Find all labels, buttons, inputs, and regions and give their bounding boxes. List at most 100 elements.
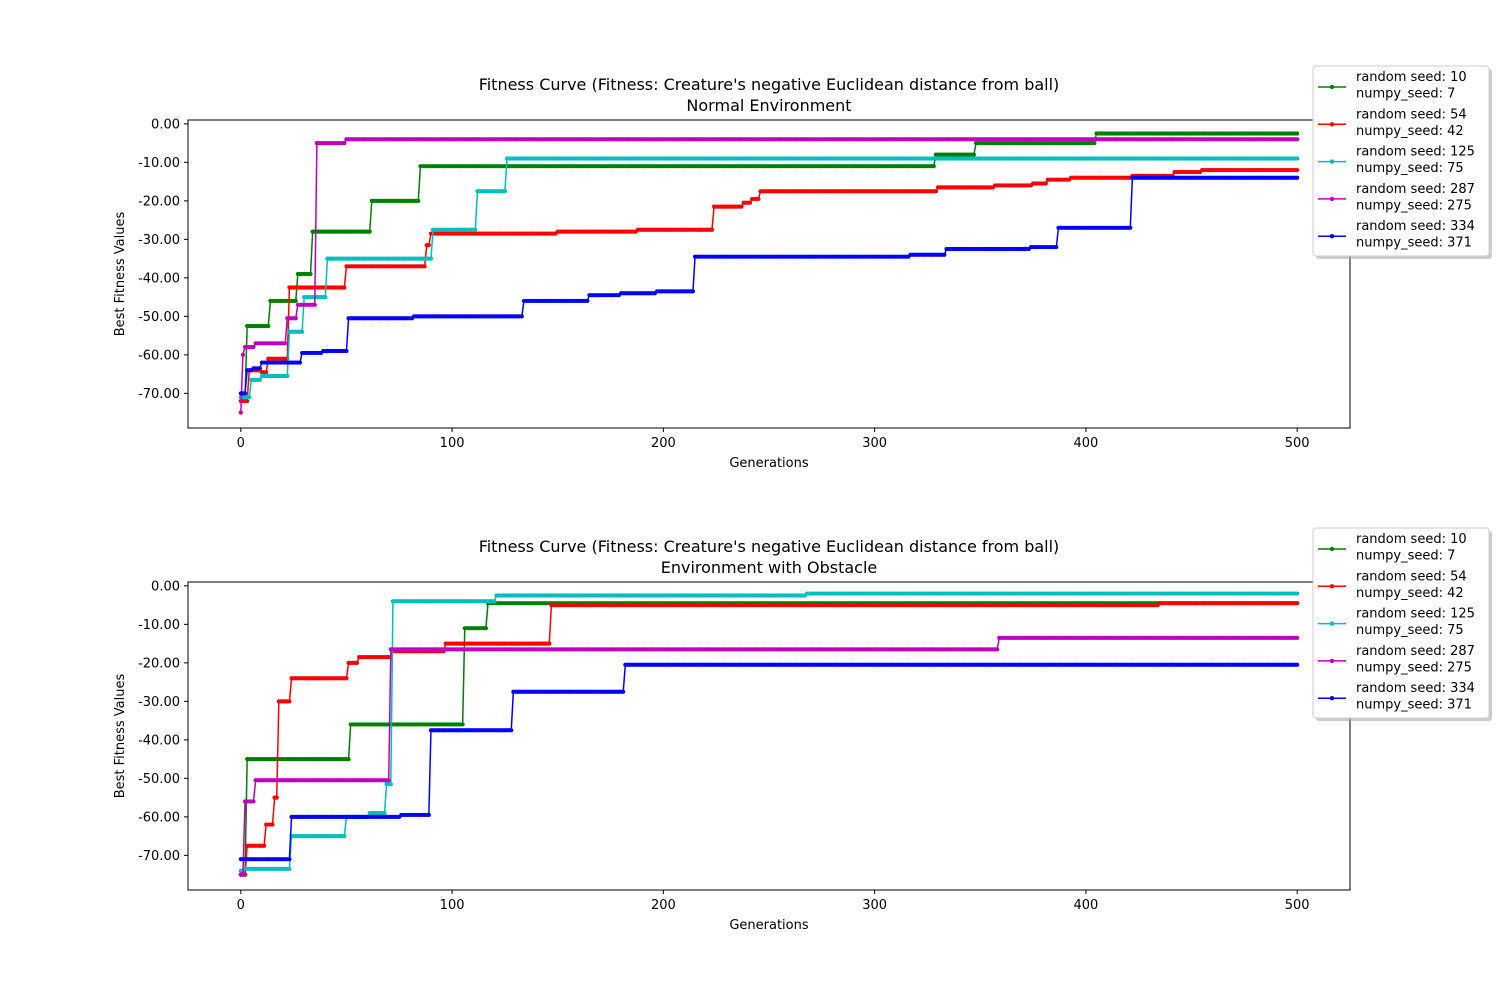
data-point [293, 316, 298, 321]
data-point [257, 377, 262, 382]
legend-marker [1329, 84, 1335, 90]
data-point [251, 799, 256, 804]
data-point [1295, 591, 1300, 596]
series-markers-4 [238, 175, 1300, 396]
data-point [285, 373, 290, 379]
data-point [342, 834, 347, 839]
data-point [1295, 137, 1300, 142]
chart-normal-environment: Fitness Curve (Fitness: Creature's negat… [113, 65, 1492, 471]
data-point [1295, 156, 1300, 161]
series-markers-1 [238, 601, 1300, 877]
data-point [1295, 167, 1300, 173]
data-point [297, 360, 303, 365]
data-point [1054, 244, 1059, 250]
plot-area [238, 131, 1300, 415]
data-point [747, 200, 753, 205]
x-tick-label: 0 [237, 436, 245, 451]
y-tick-label: -60.00 [138, 348, 180, 363]
legend-item: random seed: 10 numpy_seed: 7 [1318, 70, 1467, 102]
data-point [308, 271, 313, 277]
data-point [942, 252, 947, 257]
data-point [1128, 225, 1133, 230]
legend-label: random seed: 54 numpy_seed: 42 [1356, 107, 1467, 139]
series-markers-2 [238, 591, 1300, 873]
data-point [621, 689, 626, 694]
data-point [264, 370, 269, 375]
y-tick-label: -40.00 [138, 271, 180, 286]
y-tick-label: -10.00 [138, 156, 180, 171]
series-line-2 [240, 592, 1298, 872]
x-tick-label: 100 [440, 436, 465, 451]
legend-item: random seed: 54 numpy_seed: 42 [1318, 107, 1467, 139]
data-point [1295, 131, 1300, 136]
data-point [1295, 601, 1300, 606]
data-point [354, 660, 360, 665]
data-point [509, 728, 514, 733]
data-point [756, 196, 761, 202]
series-markers-3 [238, 635, 1300, 877]
data-point [1295, 175, 1300, 180]
series-markers-2 [238, 156, 1300, 400]
data-point [386, 778, 391, 783]
data-point [739, 204, 744, 209]
legend-marker [1329, 196, 1335, 202]
data-point [238, 410, 243, 415]
data-point [344, 348, 349, 354]
data-point [274, 795, 279, 800]
legend-label: random seed: 125 numpy_seed: 75 [1356, 145, 1475, 177]
data-point [242, 391, 248, 396]
series-markers-0 [238, 131, 1300, 400]
chart-title: Fitness Curve (Fitness: Creature's negat… [479, 537, 1060, 556]
x-tick-label: 300 [862, 436, 887, 451]
data-point [995, 647, 1000, 652]
x-axis-label: Generations [729, 456, 809, 471]
data-point [492, 599, 497, 604]
data-point [245, 398, 250, 404]
data-point [342, 285, 347, 290]
series-line-1 [240, 602, 1298, 876]
data-point [240, 352, 246, 357]
data-point [388, 782, 393, 787]
data-point [251, 345, 256, 350]
data-point [287, 699, 292, 704]
data-point [247, 395, 252, 400]
data-point [519, 314, 524, 319]
data-point [1092, 141, 1097, 146]
data-point [299, 329, 305, 334]
series-line-1 [240, 169, 1298, 402]
data-point [460, 722, 465, 727]
series-markers-0 [238, 601, 1300, 877]
data-point [344, 676, 349, 681]
series-line-0 [240, 602, 1298, 876]
chart-subtitle: Environment with Obstacle [661, 558, 878, 577]
data-point [483, 626, 488, 631]
legend-marker [1329, 122, 1335, 127]
legend-item: random seed: 334 numpy_seed: 371 [1318, 219, 1475, 251]
data-point [422, 264, 427, 269]
data-point [1043, 181, 1048, 186]
y-tick-label: -50.00 [138, 310, 180, 325]
data-point [547, 641, 552, 646]
data-point [931, 164, 936, 169]
y-tick-label: -30.00 [138, 233, 180, 248]
data-point [473, 227, 478, 232]
data-point [426, 243, 431, 248]
data-point [367, 229, 372, 234]
data-point [312, 302, 317, 307]
legend-box [1312, 65, 1490, 257]
data-point [287, 866, 292, 871]
legend-label: random seed: 10 numpy_seed: 7 [1356, 70, 1467, 102]
legend: random seed: 10 numpy_seed: 7 random seed:… [1312, 65, 1492, 259]
y-tick-label: -70.00 [138, 387, 180, 402]
data-point [971, 152, 977, 157]
series-line-3 [240, 138, 1298, 413]
series-markers-1 [238, 167, 1300, 404]
y-tick-label: 0.00 [151, 117, 180, 132]
legend-label: random seed: 287 numpy_seed: 275 [1356, 182, 1475, 214]
chart-title: Fitness Curve (Fitness: Creature's negat… [479, 75, 1060, 94]
legend-label: random seed: 334 numpy_seed: 371 [1356, 219, 1475, 251]
data-point [585, 298, 590, 304]
data-point [323, 295, 328, 300]
data-point [428, 256, 434, 261]
